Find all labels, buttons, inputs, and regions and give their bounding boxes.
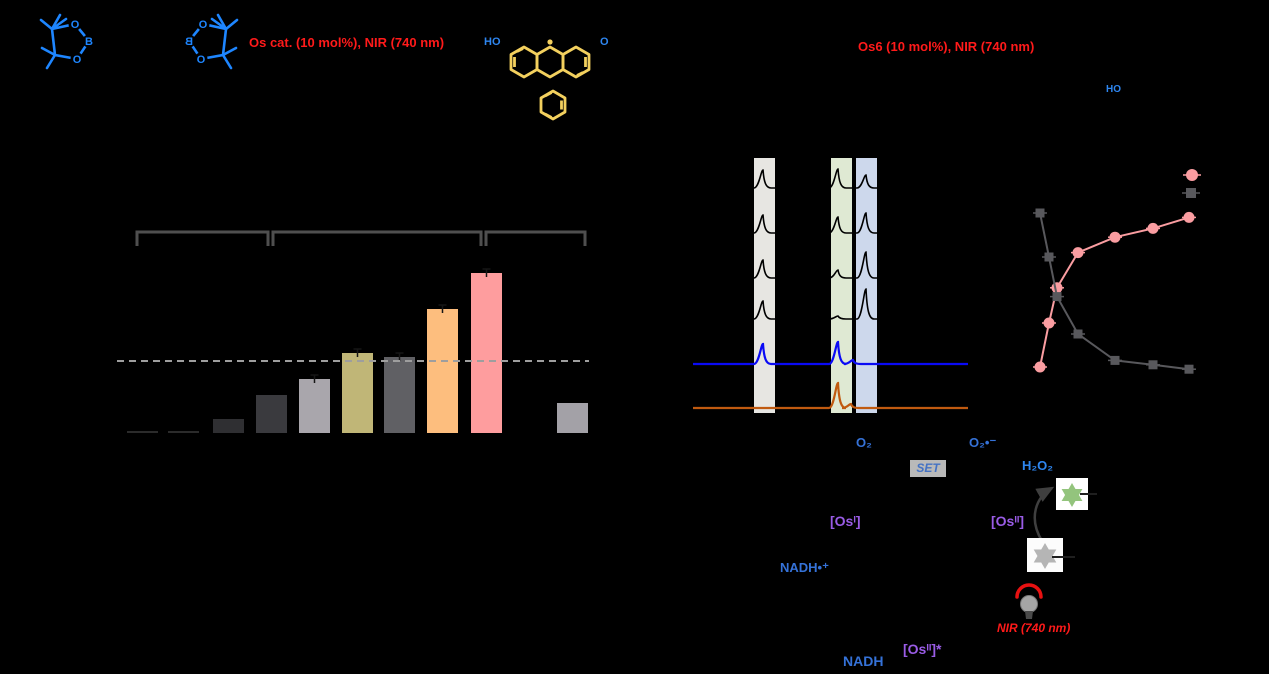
bar-chart	[117, 268, 589, 433]
data-point-circle	[1183, 211, 1195, 223]
nmr-stack-plot	[693, 158, 968, 413]
highlight-band-1	[754, 158, 775, 413]
data-point-square	[1148, 360, 1158, 370]
bar-8	[427, 309, 458, 433]
trace-spectrum-4	[740, 288, 890, 320]
data-point-circle	[1109, 231, 1121, 243]
bar-1	[127, 431, 158, 433]
bpin-structure-right	[181, 13, 239, 70]
group-bracket	[484, 230, 587, 246]
legend-circle-icon	[1186, 169, 1198, 181]
bar-4	[256, 395, 287, 433]
bar-7	[384, 357, 415, 433]
bar-2	[168, 431, 199, 433]
trace-spectrum-blue	[693, 340, 968, 366]
data-point-square	[1044, 252, 1054, 262]
data-point-circle	[1147, 222, 1159, 234]
bar-10	[557, 403, 588, 433]
reaction-condition-left: Os cat. (10 mol%), NIR (740 nm)	[249, 35, 445, 50]
group-bracket	[271, 230, 483, 246]
data-point-circle	[1043, 317, 1055, 329]
mechanism-nir-label: NIR (740 nm)	[997, 621, 1071, 635]
mechanism-os2-label: [Osᴵᴵ]	[991, 513, 1025, 529]
data-point-square	[1073, 329, 1083, 339]
mechanism-nadh-radical-label: NADH•⁺	[780, 560, 829, 575]
data-point-square	[1035, 208, 1045, 218]
mechanism-set-badge: SET	[910, 460, 946, 477]
bar-3	[213, 419, 244, 433]
data-point-circle	[1072, 247, 1084, 259]
mechanism-graphics	[1015, 478, 1097, 619]
bar-chart-brackets	[135, 230, 587, 246]
mechanism-h2o2-label: H₂O₂	[1022, 458, 1054, 473]
trace-spectrum-3	[740, 251, 890, 279]
lightbulb-icon	[1015, 583, 1043, 619]
mechanism-o2-label: O₂	[856, 435, 872, 450]
mechanism-os2-excited-label: [Osᴵᴵ]*	[903, 641, 942, 657]
product-ho-label-left: HO	[484, 36, 501, 48]
mechanism-superoxide-label: O₂•⁻	[969, 435, 997, 450]
product-o-label-left: O	[600, 36, 609, 48]
mechanism-os1-label: [Osᴵ]	[830, 513, 861, 529]
trace-spectrum-orange	[693, 381, 968, 410]
group-bracket	[135, 230, 270, 246]
highlight-band-2	[831, 158, 852, 413]
reaction-condition-right: Os6 (10 mol%), NIR (740 nm)	[858, 39, 1035, 54]
product-ho-label-right: HO	[1106, 84, 1121, 95]
mechanism-nadh-label: NADH	[843, 653, 884, 669]
legend-square-icon	[1186, 188, 1196, 198]
curved-arrow-icon	[1033, 486, 1055, 542]
bar-6	[342, 353, 373, 433]
bar-9	[471, 273, 502, 433]
data-point-circle	[1034, 361, 1046, 373]
data-point-square	[1052, 292, 1062, 302]
data-point-square	[1110, 355, 1120, 365]
trace-spectrum-1	[740, 168, 890, 189]
green-star-icon	[1056, 478, 1097, 510]
bpin-structure-left	[39, 13, 97, 70]
highlight-band-3	[856, 158, 877, 413]
photocatalyst-structure	[509, 39, 591, 121]
trace-spectrum-2	[740, 212, 890, 234]
bar-5	[299, 379, 330, 433]
kinetics-chart	[1033, 169, 1201, 374]
data-point-square	[1184, 364, 1194, 374]
gray-star-icon	[1027, 538, 1075, 572]
